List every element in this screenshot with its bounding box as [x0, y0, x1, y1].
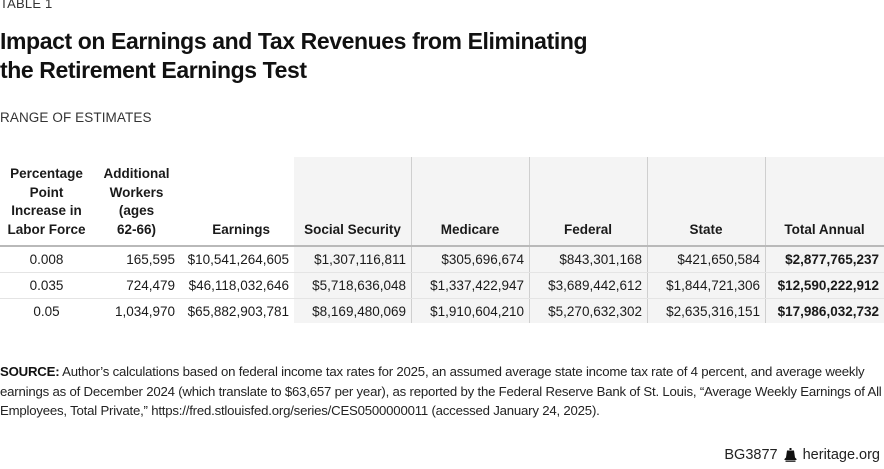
header-line: Increase in	[11, 203, 82, 218]
table-row: 0.008 165,595 $10,541,264,605 $1,307,116…	[0, 246, 884, 273]
cell-total-annual: $17,986,032,732	[777, 304, 879, 319]
column-header-medicare: Medicare	[411, 157, 529, 247]
cell-additional-workers: 724,479	[93, 272, 180, 299]
table-row: 0.05 1,034,970 $65,882,903,781 $8,169,48…	[0, 299, 884, 325]
cell-state: $421,650,584	[647, 246, 765, 273]
cell-federal: $3,689,442,612	[529, 272, 647, 299]
cell-medicare: $1,910,604,210	[430, 304, 524, 319]
cell-earnings: $10,541,264,605	[180, 246, 294, 273]
cell-total-annual: $2,877,765,237	[765, 246, 884, 273]
cell-earnings: $46,118,032,646	[180, 272, 294, 299]
cell-pp-increase: 0.05	[33, 304, 60, 319]
cell-federal: $843,301,168	[529, 246, 647, 273]
cell-state: $2,635,316,151	[666, 304, 760, 319]
column-header-total-annual: Total Annual	[765, 157, 884, 247]
site-name: heritage.org	[802, 447, 880, 463]
source-label: SOURCE:	[0, 364, 60, 379]
header-line: 62-66)	[116, 221, 157, 237]
column-header-earnings: Earnings	[180, 157, 294, 247]
cell-medicare: $1,337,422,947	[411, 272, 529, 299]
cell-total-annual: $12,590,222,912	[765, 272, 884, 299]
column-header-state: State	[647, 157, 765, 247]
header-line: Additional	[103, 166, 170, 181]
liberty-bell-icon	[784, 448, 797, 462]
cell-social-security: $5,718,636,048	[294, 272, 411, 299]
cell-state: $1,844,721,306	[647, 272, 765, 299]
source-note: SOURCE: Author’s calculations based on f…	[0, 362, 884, 421]
estimates-table: Percentage Point Increase in Labor Force…	[0, 157, 884, 324]
footer: BG3877 heritage.org	[724, 447, 880, 463]
header-line: Point	[29, 184, 64, 200]
cell-pp-increase: 0.008	[0, 246, 93, 273]
header-line: (ages	[118, 203, 155, 218]
table-subtitle: RANGE OF ESTIMATES	[0, 110, 152, 125]
column-header-additional-workers: Additional Workers (ages 62-66)	[93, 157, 180, 247]
column-header-pp-increase: Percentage Point Increase in Labor Force	[0, 157, 93, 247]
cell-medicare: $305,696,674	[411, 246, 529, 273]
cell-social-security: $1,307,116,811	[294, 246, 411, 273]
table-label: TABLE 1	[0, 0, 53, 11]
cell-pp-increase: 0.035	[0, 272, 93, 299]
table-row: 0.035 724,479 $46,118,032,646 $5,718,636…	[0, 272, 884, 299]
header-row: Percentage Point Increase in Labor Force…	[0, 157, 884, 247]
cell-federal: $5,270,632,302	[548, 304, 642, 319]
header-line: Percentage	[10, 166, 83, 181]
header-line: Workers	[109, 184, 164, 200]
cell-additional-workers: 165,595	[93, 246, 180, 273]
report-code: BG3877	[724, 447, 778, 463]
page-title: Impact on Earnings and Tax Revenues from…	[0, 27, 700, 85]
title-line-2: the Retirement Earnings Test	[0, 57, 307, 83]
source-text: Author’s calculations based on federal i…	[0, 364, 882, 418]
cell-social-security: $8,169,480,069	[312, 304, 406, 319]
column-header-social-security: Social Security	[294, 157, 411, 247]
title-line-1: Impact on Earnings and Tax Revenues from…	[0, 28, 588, 54]
cell-earnings: $65,882,903,781	[187, 304, 289, 319]
cell-additional-workers: 1,034,970	[114, 304, 175, 319]
column-header-federal: Federal	[529, 157, 647, 247]
header-line: Labor Force	[7, 221, 86, 237]
